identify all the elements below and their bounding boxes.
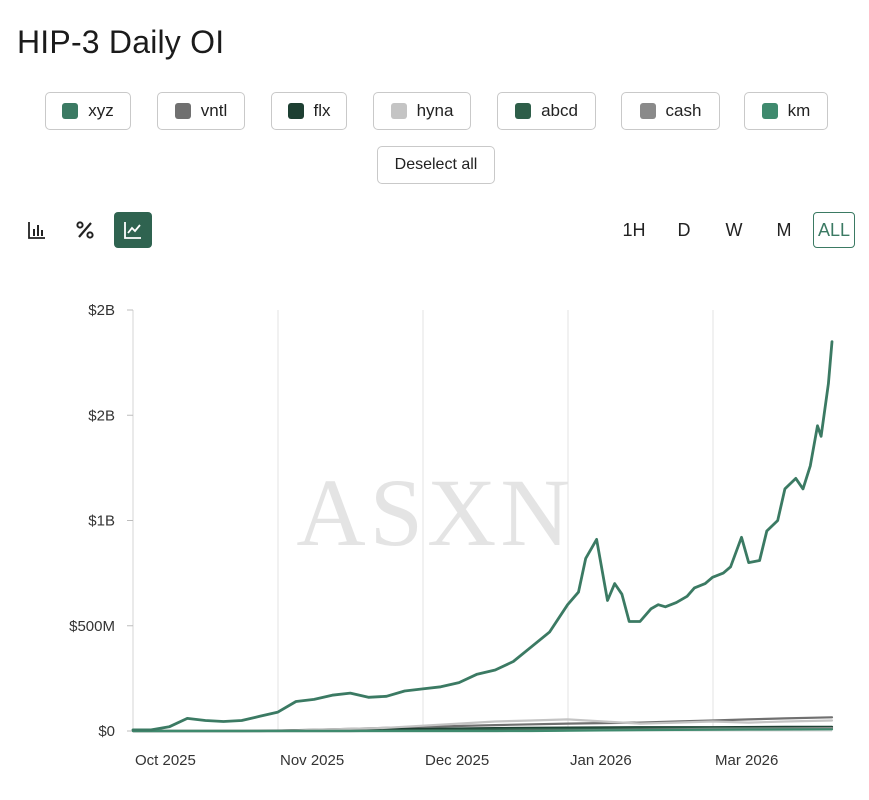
percent-icon xyxy=(76,221,94,239)
series-line-hyna xyxy=(131,718,834,733)
x-tick-label: Oct 2025 xyxy=(135,752,196,769)
y-tick-label: $500M xyxy=(69,618,115,635)
x-tick-label: Nov 2025 xyxy=(280,752,344,769)
y-tick-label: $2B xyxy=(88,302,115,319)
legend-label: vntl xyxy=(200,101,228,120)
legend-swatch xyxy=(515,103,532,119)
legend-item-abcd[interactable]: abcd xyxy=(497,92,596,130)
legend-item-flx[interactable]: flx xyxy=(271,92,347,130)
x-tick-label: Jan 2026 xyxy=(570,752,632,769)
range-all-button[interactable]: ALL xyxy=(813,212,855,248)
legend-item-xyz[interactable]: xyz xyxy=(45,92,131,130)
legend-label: flx xyxy=(313,101,331,120)
legend-label: xyz xyxy=(88,101,114,120)
range-d-button[interactable]: D xyxy=(677,219,691,240)
bar-chart-button[interactable] xyxy=(18,212,56,248)
y-tick-label: $1B xyxy=(88,513,115,530)
x-tick-label: Mar 2026 xyxy=(715,752,778,769)
range-w-button[interactable]: W xyxy=(725,219,743,240)
legend-item-cash[interactable]: cash xyxy=(621,92,720,130)
legend-label: hyna xyxy=(416,101,454,120)
legend-swatch xyxy=(390,103,407,119)
legend-swatch xyxy=(62,103,79,119)
series-line-xyz xyxy=(131,340,834,732)
x-tick-label: Dec 2025 xyxy=(425,752,489,769)
legend-item-vntl[interactable]: vntl xyxy=(157,92,245,130)
line-chart-icon xyxy=(124,222,141,239)
watermark: ASXN xyxy=(296,459,573,566)
percent-button[interactable] xyxy=(66,212,104,248)
legend-label: cash xyxy=(665,101,702,120)
legend-label: abcd xyxy=(541,101,578,120)
series-line-km xyxy=(131,728,834,733)
legend-swatch xyxy=(287,103,304,119)
legend-label: km xyxy=(787,101,811,120)
legend-item-hyna[interactable]: hyna xyxy=(373,92,471,130)
legend-swatch xyxy=(761,103,778,119)
legend-swatch xyxy=(639,103,656,119)
bar-chart-icon xyxy=(28,222,45,239)
oi-line-chart: ASXN $0 $500M $1B $2B $2B Oct 2025 Nov 2025 Dec… xyxy=(69,302,834,769)
line-chart-button[interactable] xyxy=(114,212,152,248)
deselect-all-button[interactable]: Deselect all xyxy=(377,146,495,184)
y-tick-label: $0 xyxy=(98,723,115,740)
range-m-button[interactable]: M xyxy=(776,219,792,240)
legend-item-km[interactable]: km xyxy=(744,92,828,130)
legend-swatch xyxy=(174,103,191,119)
page-title: HIP-3 Daily OI xyxy=(17,24,225,60)
range-1h-button[interactable]: 1H xyxy=(622,219,646,240)
y-tick-label: $2B xyxy=(88,407,115,424)
